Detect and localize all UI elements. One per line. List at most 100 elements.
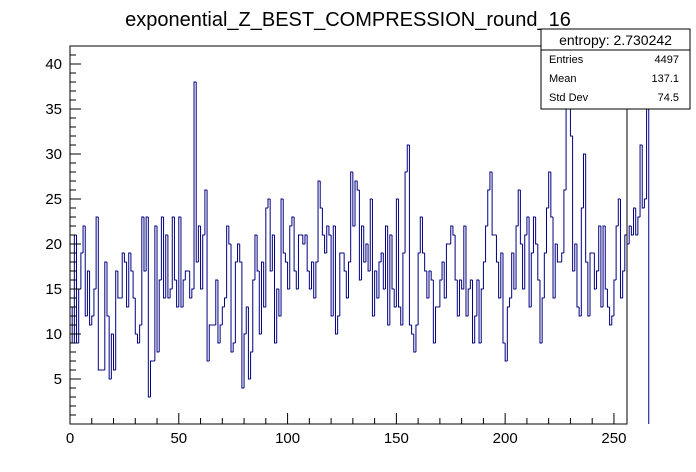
histogram-bin	[589, 252, 593, 316]
y-tick-label: 15	[45, 281, 62, 298]
histogram-bin	[160, 216, 164, 280]
histogram-bin	[613, 279, 617, 316]
histogram-bin	[602, 225, 606, 307]
histogram-bin	[287, 262, 290, 290]
y-tick-label: 30	[45, 146, 62, 163]
histogram-bin	[585, 154, 588, 263]
histogram-bin	[330, 235, 334, 317]
histogram-bin	[417, 252, 421, 325]
histogram-bin	[456, 280, 460, 317]
histogram-bin	[628, 225, 632, 244]
y-tick-label: 10	[45, 326, 62, 343]
histogram-bin	[76, 235, 79, 344]
histogram-bin	[191, 288, 195, 298]
histogram-bin	[86, 270, 90, 316]
histogram-bin	[245, 306, 249, 334]
histogram-bin	[80, 252, 84, 289]
x-tick-label: 250	[601, 430, 626, 447]
histogram-bin	[78, 288, 81, 343]
y-tick-label: 20	[45, 236, 62, 253]
chart-title: exponential_Z_BEST_COMPRESSION_round_16	[125, 9, 571, 31]
histogram-bin	[604, 226, 608, 290]
histogram-bin	[411, 325, 414, 335]
histogram-bin	[541, 297, 545, 343]
histogram-bin	[195, 82, 199, 263]
histogram-bin	[324, 235, 327, 254]
stats-entries-label: Entries	[549, 54, 584, 66]
histogram-bin	[84, 226, 88, 317]
histogram-bin	[89, 271, 92, 326]
histogram-bin	[180, 217, 184, 308]
histogram-bin	[537, 244, 540, 281]
histogram-bin	[596, 270, 599, 289]
histogram-bin	[480, 288, 484, 343]
histogram-bin	[576, 244, 580, 308]
histogram-bin	[82, 225, 86, 253]
histogram-bin	[171, 216, 175, 289]
histogram-bin	[587, 262, 591, 317]
histogram-bin	[141, 216, 144, 325]
histogram-bin	[365, 243, 369, 262]
histogram-bin	[485, 225, 488, 262]
histogram-bin	[398, 199, 401, 308]
histogram-bin	[284, 253, 288, 263]
histogram-bin	[402, 252, 406, 325]
histogram-bin	[478, 280, 482, 344]
histogram-bin	[400, 307, 403, 326]
histogram-bin	[476, 279, 480, 316]
histogram-bin	[469, 279, 473, 289]
histogram-bin	[334, 226, 338, 335]
histogram-bin	[495, 235, 499, 263]
histogram-bin	[232, 342, 236, 352]
histogram-bin	[426, 271, 429, 299]
histogram-bin	[356, 181, 360, 191]
histogram-bin	[526, 216, 530, 235]
histogram-bin	[443, 262, 447, 299]
histogram-bin	[572, 136, 575, 272]
histogram-bin	[461, 280, 464, 290]
histogram-bin	[337, 315, 340, 334]
histogram-bin	[319, 181, 323, 209]
histogram-bin	[91, 315, 94, 325]
histogram-bin	[556, 244, 560, 263]
histogram-bin	[389, 234, 393, 325]
histogram-bin	[108, 316, 112, 380]
histogram-bin	[197, 225, 201, 262]
histogram-bin	[308, 271, 312, 290]
x-tick-label: 50	[170, 430, 187, 447]
histogram-bin	[126, 262, 129, 308]
histogram-bin	[165, 234, 168, 298]
histogram-bin	[491, 172, 495, 236]
histogram-bin	[297, 234, 301, 289]
histogram-bin	[260, 261, 264, 334]
x-tick-label: 0	[66, 430, 74, 447]
histogram-bin	[622, 270, 625, 298]
stats-box-title: entropy: 2.730242	[559, 32, 672, 48]
x-tick-label: 100	[275, 430, 300, 447]
histogram-bin	[156, 226, 160, 353]
histogram-bin	[363, 226, 366, 263]
histogram-bin	[163, 217, 166, 299]
histogram-bin	[158, 279, 162, 352]
histogram-bin	[267, 198, 271, 208]
histogram-bin	[624, 234, 627, 271]
histogram-bin	[167, 235, 171, 299]
histogram-bin	[643, 198, 647, 208]
histogram-bin	[413, 334, 416, 353]
histogram-bin	[374, 270, 377, 316]
histogram-bin	[136, 334, 140, 344]
histogram-bin	[306, 235, 310, 272]
histogram-bin	[546, 207, 549, 253]
histogram-bin	[117, 271, 121, 299]
histogram-bin	[387, 226, 390, 326]
histogram-bin	[391, 235, 395, 290]
histogram-bin	[110, 333, 114, 379]
histogram-bin	[173, 217, 177, 281]
histogram-bin	[611, 315, 614, 325]
histogram-bin	[419, 216, 423, 253]
histogram-bin	[598, 225, 601, 271]
histogram-bin	[615, 225, 619, 280]
histogram-bin	[169, 288, 173, 298]
histogram-bin	[247, 307, 251, 380]
histogram-bin	[378, 261, 382, 298]
